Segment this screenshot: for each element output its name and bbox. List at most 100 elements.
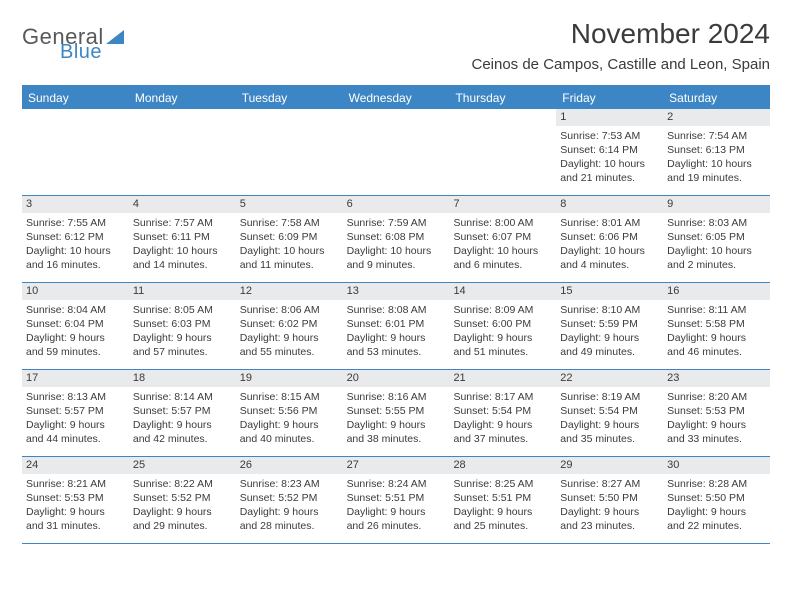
sunset-text: Sunset: 5:54 PM xyxy=(453,404,552,418)
title-block: November 2024 Ceinos de Campos, Castille… xyxy=(471,18,770,73)
header: General Blue November 2024 Ceinos de Cam… xyxy=(0,0,792,77)
day-number: 11 xyxy=(129,283,236,300)
day-number xyxy=(236,109,343,126)
sunrise-text: Sunrise: 8:04 AM xyxy=(26,303,125,317)
daylight-text: Daylight: 10 hours and 21 minutes. xyxy=(560,157,659,185)
day-number xyxy=(22,109,129,126)
day-number: 2 xyxy=(663,109,770,126)
sunrise-text: Sunrise: 8:06 AM xyxy=(240,303,339,317)
daylight-text: Daylight: 9 hours and 23 minutes. xyxy=(560,505,659,533)
day-number: 10 xyxy=(22,283,129,300)
day-cell: 25Sunrise: 8:22 AMSunset: 5:52 PMDayligh… xyxy=(129,457,236,543)
sunrise-text: Sunrise: 8:20 AM xyxy=(667,390,766,404)
day-cell: 6Sunrise: 7:59 AMSunset: 6:08 PMDaylight… xyxy=(343,196,450,282)
day-number: 30 xyxy=(663,457,770,474)
weeks-container: 1Sunrise: 7:53 AMSunset: 6:14 PMDaylight… xyxy=(22,109,770,544)
sunrise-text: Sunrise: 7:53 AM xyxy=(560,129,659,143)
daylight-text: Daylight: 9 hours and 51 minutes. xyxy=(453,331,552,359)
sunset-text: Sunset: 6:07 PM xyxy=(453,230,552,244)
day-number: 12 xyxy=(236,283,343,300)
day-number: 26 xyxy=(236,457,343,474)
day-cell: 1Sunrise: 7:53 AMSunset: 6:14 PMDaylight… xyxy=(556,109,663,195)
sunset-text: Sunset: 6:05 PM xyxy=(667,230,766,244)
day-number: 14 xyxy=(449,283,556,300)
sunrise-text: Sunrise: 7:58 AM xyxy=(240,216,339,230)
day-cell xyxy=(449,109,556,195)
day-cell: 30Sunrise: 8:28 AMSunset: 5:50 PMDayligh… xyxy=(663,457,770,543)
day-number: 8 xyxy=(556,196,663,213)
day-header-cell: Sunday xyxy=(22,87,129,109)
day-number: 19 xyxy=(236,370,343,387)
sunrise-text: Sunrise: 7:54 AM xyxy=(667,129,766,143)
sunset-text: Sunset: 5:57 PM xyxy=(26,404,125,418)
sunset-text: Sunset: 6:12 PM xyxy=(26,230,125,244)
sunrise-text: Sunrise: 8:00 AM xyxy=(453,216,552,230)
sunset-text: Sunset: 5:50 PM xyxy=(560,491,659,505)
daylight-text: Daylight: 9 hours and 42 minutes. xyxy=(133,418,232,446)
daylight-text: Daylight: 9 hours and 31 minutes. xyxy=(26,505,125,533)
daylight-text: Daylight: 9 hours and 55 minutes. xyxy=(240,331,339,359)
sunset-text: Sunset: 5:56 PM xyxy=(240,404,339,418)
sunset-text: Sunset: 5:55 PM xyxy=(347,404,446,418)
day-cell: 15Sunrise: 8:10 AMSunset: 5:59 PMDayligh… xyxy=(556,283,663,369)
daylight-text: Daylight: 9 hours and 29 minutes. xyxy=(133,505,232,533)
day-number: 4 xyxy=(129,196,236,213)
daylight-text: Daylight: 10 hours and 4 minutes. xyxy=(560,244,659,272)
day-cell: 29Sunrise: 8:27 AMSunset: 5:50 PMDayligh… xyxy=(556,457,663,543)
day-cell: 17Sunrise: 8:13 AMSunset: 5:57 PMDayligh… xyxy=(22,370,129,456)
day-cell: 20Sunrise: 8:16 AMSunset: 5:55 PMDayligh… xyxy=(343,370,450,456)
day-number: 18 xyxy=(129,370,236,387)
logo: General Blue xyxy=(22,18,124,62)
day-number: 22 xyxy=(556,370,663,387)
day-cell: 8 Sunrise: 8:01 AMSunset: 6:06 PMDaylight… xyxy=(556,196,663,282)
day-cell: 13Sunrise: 8:08 AMSunset: 6:01 PMDayligh… xyxy=(343,283,450,369)
day-number: 13 xyxy=(343,283,450,300)
day-cell: 27Sunrise: 8:24 AMSunset: 5:51 PMDayligh… xyxy=(343,457,450,543)
sunrise-text: Sunrise: 8:09 AM xyxy=(453,303,552,317)
sunrise-text: Sunrise: 8:25 AM xyxy=(453,477,552,491)
day-number: 16 xyxy=(663,283,770,300)
sunset-text: Sunset: 6:08 PM xyxy=(347,230,446,244)
sunset-text: Sunset: 5:51 PM xyxy=(347,491,446,505)
day-cell: 28Sunrise: 8:25 AMSunset: 5:51 PMDayligh… xyxy=(449,457,556,543)
day-number: 9 xyxy=(663,196,770,213)
sunset-text: Sunset: 6:03 PM xyxy=(133,317,232,331)
day-number: 20 xyxy=(343,370,450,387)
sunset-text: Sunset: 6:11 PM xyxy=(133,230,232,244)
day-number: 28 xyxy=(449,457,556,474)
day-number: 24 xyxy=(22,457,129,474)
day-cell: 18 Sunrise: 8:14 AMSunset: 5:57 PMDayligh… xyxy=(129,370,236,456)
daylight-text: Daylight: 9 hours and 28 minutes. xyxy=(240,505,339,533)
daylight-text: Daylight: 9 hours and 22 minutes. xyxy=(667,505,766,533)
week-row: 3Sunrise: 7:55 AMSunset: 6:12 PMDaylight… xyxy=(22,196,770,283)
sunset-text: Sunset: 5:53 PM xyxy=(26,491,125,505)
sunset-text: Sunset: 6:06 PM xyxy=(560,230,659,244)
sunrise-text: Sunrise: 8:14 AM xyxy=(133,390,232,404)
daylight-text: Daylight: 9 hours and 49 minutes. xyxy=(560,331,659,359)
day-header-row: SundayMondayTuesdayWednesdayThursdayFrid… xyxy=(22,87,770,109)
daylight-text: Daylight: 9 hours and 59 minutes. xyxy=(26,331,125,359)
daylight-text: Daylight: 9 hours and 26 minutes. xyxy=(347,505,446,533)
week-row: 17Sunrise: 8:13 AMSunset: 5:57 PMDayligh… xyxy=(22,370,770,457)
sunset-text: Sunset: 5:50 PM xyxy=(667,491,766,505)
day-header-cell: Wednesday xyxy=(343,87,450,109)
sunset-text: Sunset: 5:52 PM xyxy=(240,491,339,505)
day-number xyxy=(129,109,236,126)
day-number xyxy=(449,109,556,126)
day-header-cell: Thursday xyxy=(449,87,556,109)
sunset-text: Sunset: 6:01 PM xyxy=(347,317,446,331)
sunset-text: Sunset: 6:02 PM xyxy=(240,317,339,331)
sunset-text: Sunset: 5:59 PM xyxy=(560,317,659,331)
day-number: 3 xyxy=(22,196,129,213)
sunrise-text: Sunrise: 8:01 AM xyxy=(560,216,659,230)
sunrise-text: Sunrise: 8:27 AM xyxy=(560,477,659,491)
sunset-text: Sunset: 5:52 PM xyxy=(133,491,232,505)
daylight-text: Daylight: 10 hours and 16 minutes. xyxy=(26,244,125,272)
day-number: 17 xyxy=(22,370,129,387)
sunset-text: Sunset: 5:57 PM xyxy=(133,404,232,418)
daylight-text: Daylight: 10 hours and 19 minutes. xyxy=(667,157,766,185)
day-number: 5 xyxy=(236,196,343,213)
day-number: 27 xyxy=(343,457,450,474)
sunrise-text: Sunrise: 8:17 AM xyxy=(453,390,552,404)
day-header-cell: Tuesday xyxy=(236,87,343,109)
